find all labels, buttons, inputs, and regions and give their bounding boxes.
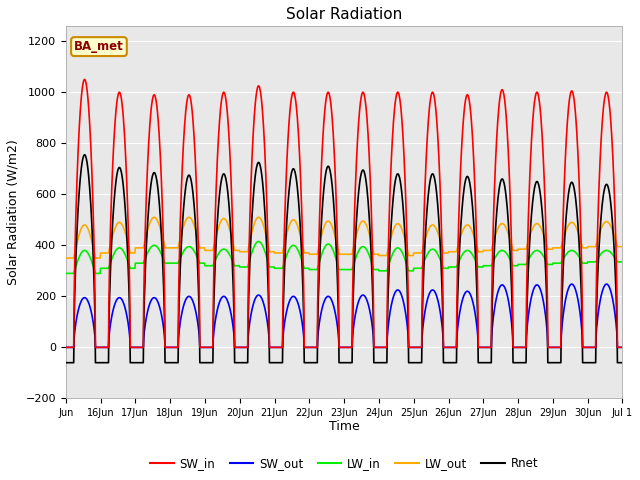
Line: SW_out: SW_out [66,284,622,348]
SW_out [149,295,157,301]
Rnet [319,195,327,201]
Title: Solar Radiation: Solar Radiation [286,7,402,22]
LW_out [476,249,483,254]
SW_in [319,131,327,137]
SW_in [557,345,564,350]
SW_in [330,137,337,143]
X-axis label: Time: Time [329,420,360,432]
LW_in [62,271,70,276]
Line: SW_in: SW_in [66,80,622,348]
SW_out [618,345,626,350]
LW_in [330,249,337,254]
LW_out [150,215,158,220]
Rnet [81,152,88,157]
SW_out [319,303,326,309]
SW_in [618,345,626,350]
SW_in [476,345,483,350]
Rnet [149,171,157,177]
LW_in [255,239,262,244]
Rnet [476,360,483,366]
Rnet [62,360,70,366]
SW_in [611,218,619,224]
Text: BA_met: BA_met [74,40,124,53]
LW_out [319,227,327,232]
SW_in [62,345,70,350]
LW_in [611,255,619,261]
LW_in [476,264,483,270]
SW_out [557,345,564,350]
SW_out [62,345,70,350]
LW_out [618,244,626,250]
SW_in [149,94,157,99]
SW_out [611,313,619,319]
Legend: SW_in, SW_out, LW_in, LW_out, Rnet: SW_in, SW_out, LW_in, LW_out, Rnet [145,453,543,475]
Rnet [330,199,337,205]
Line: Rnet: Rnet [66,155,622,363]
LW_in [557,260,564,266]
SW_out [568,281,575,287]
Y-axis label: Solar Radiation (W/m2): Solar Radiation (W/m2) [7,139,20,285]
LW_out [149,215,157,221]
LW_out [557,245,564,251]
LW_out [330,228,337,234]
SW_out [475,345,483,350]
LW_in [149,243,157,249]
Line: LW_out: LW_out [66,217,622,258]
LW_out [62,255,70,261]
LW_out [611,236,619,242]
LW_in [618,259,626,265]
Rnet [611,269,619,275]
Line: LW_in: LW_in [66,241,622,274]
Rnet [618,360,626,366]
LW_in [319,248,327,253]
Rnet [557,360,564,366]
SW_in [81,77,88,83]
SW_out [330,302,337,308]
